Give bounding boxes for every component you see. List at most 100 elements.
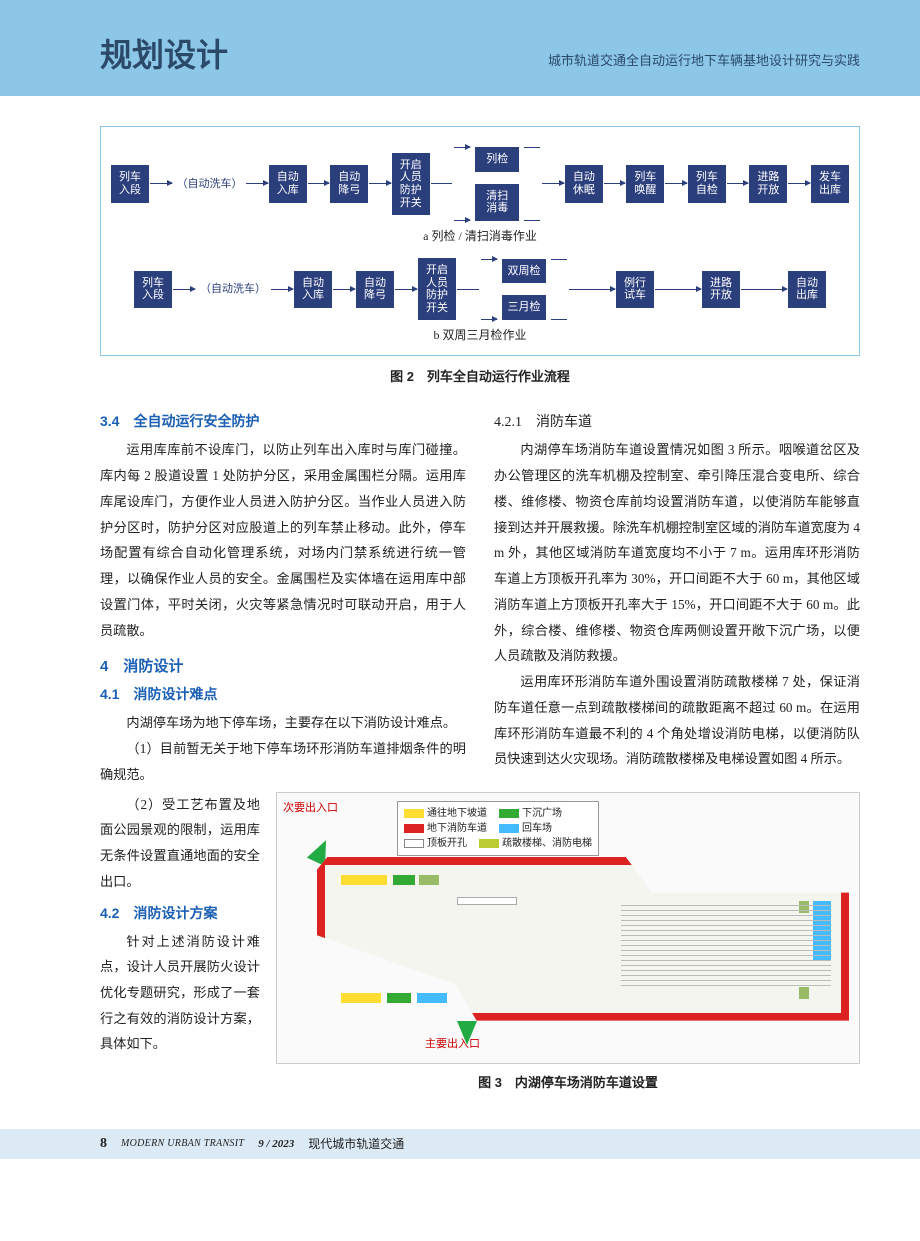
- connector: [457, 289, 479, 290]
- flow-a-row: 列车 入段 （自动洗车） 自动 入库 自动 降弓 开启 人员 防护 开关 列检: [111, 147, 849, 221]
- paragraph: （2）受工艺布置及地面公园景观的限制，运用库无条件设置直通地面的安全出口。: [100, 792, 260, 895]
- arrow-icon: [542, 183, 564, 184]
- connector: [524, 147, 540, 148]
- text-columns: 3.4 全自动运行安全防护 运用库库前不设库门，以防止列车出入库时与库门碰撞。库…: [100, 403, 860, 787]
- flow-a-caption: a 列检 / 清扫消毒作业: [111, 227, 849, 244]
- flow-node: 自动 降弓: [330, 165, 368, 202]
- ramp-seg: [341, 875, 387, 885]
- flow-node: 自动 入库: [269, 165, 307, 202]
- journal-en: MODERN URBAN TRANSIT: [121, 1138, 244, 1149]
- heading-3-4: 3.4 全自动运行安全防护: [100, 411, 466, 431]
- flow-node: 自动 入库: [294, 271, 332, 308]
- issue: 9 / 2023: [258, 1138, 294, 1150]
- footer-band: 8 MODERN URBAN TRANSIT 9 / 2023 现代城市轨道交通: [0, 1129, 920, 1159]
- flow-node: 双周检: [502, 259, 546, 284]
- arrow-icon: [308, 183, 330, 184]
- figure-3-caption: 图 3 内湖停车场消防车道设置: [276, 1072, 860, 1091]
- arrow-icon: [454, 147, 470, 148]
- bottom-left-text: （2）受工艺布置及地面公园景观的限制，运用库无条件设置直通地面的安全出口。 4.…: [100, 792, 260, 1091]
- flow-node: （自动洗车）: [196, 277, 270, 302]
- flow-node: 例行 试车: [616, 271, 654, 308]
- flow-node: 列车 唤醒: [626, 165, 664, 202]
- connector: [431, 183, 453, 184]
- flow-node: 列车 入段: [111, 165, 149, 202]
- flow-node: 三月检: [502, 295, 546, 320]
- connector: [524, 220, 540, 221]
- flow-node: 自动 出库: [788, 271, 826, 308]
- paragraph: 内湖停车场为地下停车场，主要存在以下消防设计难点。: [100, 710, 466, 736]
- flow-b-row: 列车 入段 （自动洗车） 自动 入库 自动 降弓 开启 人员 防护 开关 双周检: [111, 258, 849, 321]
- header-band: 规划设计 城市轨道交通全自动运行地下车辆基地设计研究与实践: [0, 0, 920, 96]
- flow-node: 进路 开放: [749, 165, 787, 202]
- section-title: 规划设计: [100, 30, 228, 76]
- legend-label: 顶板开孔: [427, 838, 467, 849]
- figure-2-caption: 图 2 列车全自动运行作业流程: [100, 366, 860, 385]
- article-title: 城市轨道交通全自动运行地下车辆基地设计研究与实践: [548, 50, 860, 69]
- connector: [551, 259, 567, 260]
- branch-a: 列检 清扫 消毒: [453, 147, 541, 221]
- flow-node: 自动 降弓: [356, 271, 394, 308]
- stair-seg: [419, 875, 439, 885]
- flow-node: 自动 休眠: [565, 165, 603, 202]
- arrow-icon: [246, 183, 268, 184]
- fig3-plan: [317, 857, 849, 1021]
- swatch-icon: [499, 809, 519, 818]
- heading-4-2: 4.2 消防设计方案: [100, 903, 260, 923]
- arrow-icon: [173, 289, 195, 290]
- flow-node: 开启 人员 防护 开关: [418, 258, 456, 321]
- arrow-icon: [741, 289, 787, 290]
- flow-node: （自动洗车）: [173, 172, 246, 197]
- arrow-icon: [481, 319, 497, 320]
- figure-2-frame: 列车 入段 （自动洗车） 自动 入库 自动 降弓 开启 人员 防护 开关 列检: [100, 126, 860, 356]
- figure-3-wrap: 次要出入口 通往地下坡道 下沉广场 地下消防车道 回车场 顶板开孔 疏散楼梯、消: [276, 792, 860, 1091]
- flow-node: 列检: [475, 147, 519, 172]
- flow-node: 列车 入段: [134, 271, 172, 308]
- arrow-icon: [271, 289, 293, 290]
- arrow-icon: [369, 183, 391, 184]
- figure-3: 次要出入口 通往地下坡道 下沉广场 地下消防车道 回车场 顶板开孔 疏散楼梯、消: [276, 792, 860, 1064]
- arrow-icon: [655, 289, 701, 290]
- flow-node: 进路 开放: [702, 271, 740, 308]
- fig3-legend: 通往地下坡道 下沉广场 地下消防车道 回车场 顶板开孔 疏散楼梯、消防电梯: [397, 801, 599, 856]
- page-number: 8: [100, 1136, 107, 1152]
- legend-label: 回车场: [522, 823, 552, 834]
- arrow-icon: [454, 220, 470, 221]
- fig3-label-main: 主要出入口: [425, 1035, 480, 1051]
- right-column: 4.2.1 消防车道 内湖停车场消防车道设置情况如图 3 所示。咽喉道岔区及办公…: [494, 403, 860, 787]
- swatch-icon: [404, 839, 424, 848]
- flow-b-caption: b 双周三月检作业: [111, 326, 849, 343]
- flow-node: 列车 自检: [688, 165, 726, 202]
- heading-4-1: 4.1 消防设计难点: [100, 684, 466, 704]
- arrow-icon: [395, 289, 417, 290]
- heading-4-2-1: 4.2.1 消防车道: [494, 411, 860, 431]
- swatch-icon: [404, 824, 424, 833]
- connector: [551, 319, 567, 320]
- arrow-icon: [569, 289, 615, 290]
- fig3-label-secondary: 次要出入口: [283, 799, 338, 815]
- journal-cn: 现代城市轨道交通: [308, 1135, 404, 1152]
- flow-node: 开启 人员 防护 开关: [392, 153, 430, 216]
- turn-seg: [417, 993, 447, 1003]
- heading-4: 4 消防设计: [100, 655, 466, 676]
- legend-label: 通往地下坡道: [427, 808, 487, 819]
- plaza-seg: [393, 875, 415, 885]
- rail-tracks: [621, 905, 831, 1005]
- flow-node: 清扫 消毒: [475, 184, 519, 221]
- legend-label: 下沉广场: [522, 808, 562, 819]
- content: 列车 入段 （自动洗车） 自动 入库 自动 降弓 开启 人员 防护 开关 列检: [0, 96, 920, 1111]
- arrow-icon: [150, 183, 172, 184]
- paragraph: 运用库库前不设库门，以防止列车出入库时与库门碰撞。库内每 2 股道设置 1 处防…: [100, 437, 466, 643]
- arrow-icon: [727, 183, 749, 184]
- arrow-icon: [604, 183, 626, 184]
- ramp-seg: [341, 993, 381, 1003]
- left-column: 3.4 全自动运行安全防护 运用库库前不设库门，以防止列车出入库时与库门碰撞。库…: [100, 403, 466, 787]
- branch-b: 双周检 三月检: [480, 259, 568, 320]
- page: 规划设计 城市轨道交通全自动运行地下车辆基地设计研究与实践 列车 入段 （自动洗…: [0, 0, 920, 1159]
- paragraph: 内湖停车场消防车道设置情况如图 3 所示。咽喉道岔区及办公管理区的洗车机棚及控制…: [494, 437, 860, 669]
- bottom-row: （2）受工艺布置及地面公园景观的限制，运用库无条件设置直通地面的安全出口。 4.…: [100, 792, 860, 1091]
- flow-node: 发车 出库: [811, 165, 849, 202]
- paragraph: 针对上述消防设计难点，设计人员开展防火设计优化专题研究，形成了一套行之有效的消防…: [100, 929, 260, 1058]
- swatch-icon: [479, 839, 499, 848]
- arrow-icon: [788, 183, 810, 184]
- legend-label: 疏散楼梯、消防电梯: [502, 838, 592, 849]
